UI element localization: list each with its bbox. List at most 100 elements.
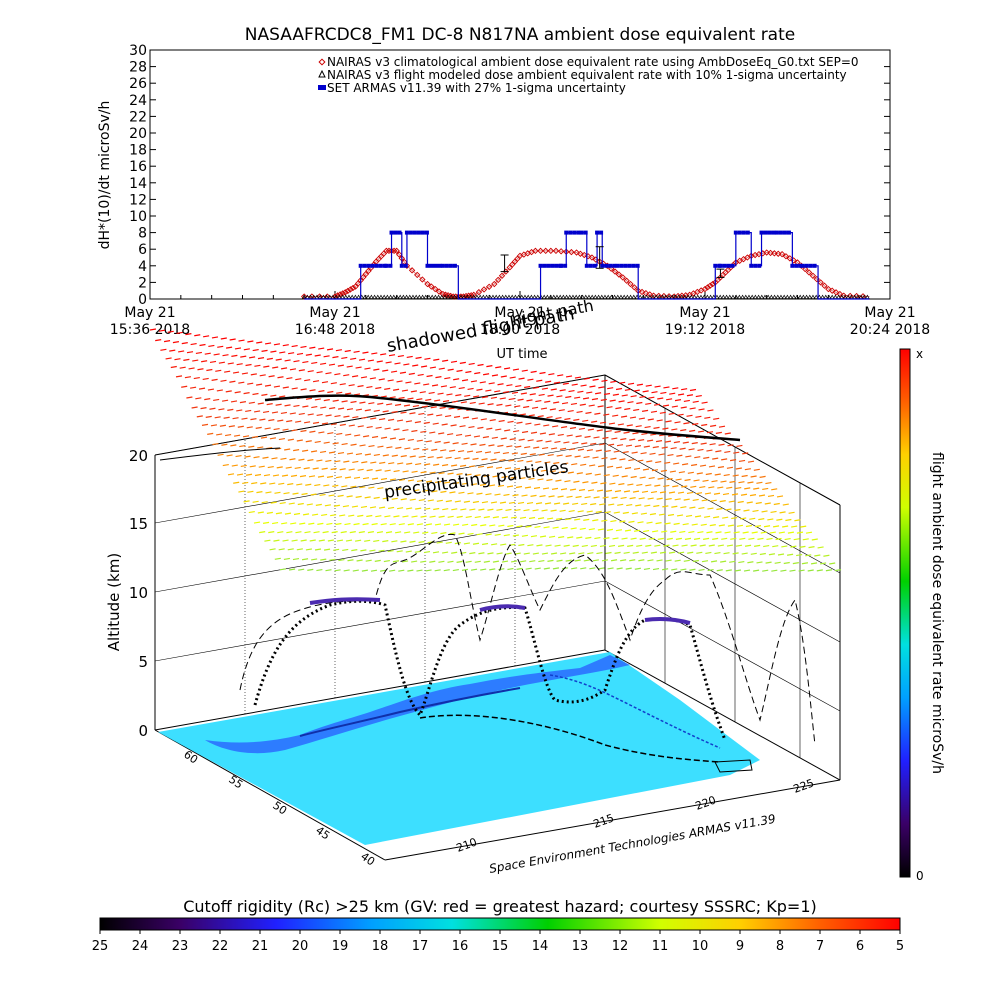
dose-cell bbox=[279, 351, 286, 354]
dose-cell bbox=[700, 442, 707, 445]
dose-cell bbox=[220, 379, 227, 382]
dose-cell bbox=[516, 525, 523, 528]
dose-cell bbox=[237, 425, 244, 428]
dose-cell bbox=[715, 531, 722, 534]
dose-cell bbox=[357, 425, 364, 428]
dose-cell bbox=[200, 407, 207, 410]
dose-cell bbox=[798, 569, 805, 572]
dose-cell bbox=[474, 515, 481, 519]
dose-cell bbox=[710, 560, 718, 563]
dose-cell bbox=[713, 516, 720, 519]
dose-cell bbox=[789, 569, 796, 572]
dose-cell bbox=[412, 364, 419, 367]
dose-cell bbox=[229, 338, 236, 341]
dose-cell bbox=[527, 378, 534, 381]
dose-cell bbox=[450, 464, 458, 467]
dose-cell bbox=[582, 481, 589, 484]
dose-cell bbox=[710, 499, 717, 502]
dose-cell bbox=[235, 454, 242, 458]
dose-cell bbox=[433, 358, 440, 361]
dose-cell bbox=[530, 370, 537, 373]
dose-cell bbox=[765, 561, 772, 564]
dose-cell bbox=[701, 401, 708, 404]
dose-cell bbox=[241, 417, 248, 420]
dose-cell bbox=[269, 437, 277, 440]
dose-cell bbox=[723, 552, 730, 555]
dose-cell bbox=[516, 567, 523, 570]
dose-cell bbox=[584, 435, 591, 438]
dose-cell bbox=[229, 380, 236, 383]
model-point bbox=[352, 294, 358, 299]
dose-cell bbox=[232, 371, 240, 374]
dose-cell bbox=[391, 540, 398, 543]
dose-cell bbox=[480, 524, 487, 527]
dose-cell bbox=[501, 560, 509, 563]
armas-point bbox=[595, 230, 600, 235]
dose-cell bbox=[606, 406, 613, 409]
dose-cell bbox=[434, 399, 441, 402]
model-point bbox=[708, 294, 713, 299]
dose-cell bbox=[544, 502, 552, 505]
dose-cell bbox=[288, 502, 295, 505]
armas-point bbox=[572, 230, 577, 235]
dose-cell bbox=[254, 364, 261, 367]
dose-cell bbox=[305, 548, 313, 551]
dose-cell bbox=[429, 560, 436, 563]
nairas-point bbox=[432, 285, 439, 293]
dose-cell bbox=[617, 503, 624, 506]
dose-cell bbox=[738, 560, 745, 564]
dose-cell bbox=[350, 485, 357, 488]
back-grid-line bbox=[154, 374, 606, 456]
dose-cell bbox=[373, 409, 380, 412]
dose-cell bbox=[687, 551, 694, 554]
dose-cell bbox=[361, 461, 368, 464]
dose-cell bbox=[695, 492, 703, 495]
dose-cell bbox=[648, 396, 655, 399]
dose-cell bbox=[443, 441, 450, 444]
dose-cell bbox=[469, 401, 476, 405]
dose-cell bbox=[305, 440, 312, 443]
dose-cell bbox=[763, 544, 770, 548]
dose-cell bbox=[266, 403, 273, 406]
dose-cell bbox=[624, 529, 632, 532]
dose-cell bbox=[293, 404, 300, 408]
dose-cell bbox=[669, 392, 676, 395]
dose-cell bbox=[352, 569, 359, 572]
dose-cell bbox=[668, 412, 675, 415]
dose-cell bbox=[375, 469, 382, 472]
dose-cell bbox=[155, 339, 162, 342]
dose-cell bbox=[603, 392, 611, 396]
dose-cell bbox=[459, 425, 466, 428]
dose-cell bbox=[714, 473, 721, 476]
armas-point bbox=[592, 263, 597, 268]
dose-cell bbox=[384, 387, 391, 390]
dose-cell bbox=[659, 411, 666, 414]
dose-cell bbox=[592, 519, 599, 522]
dose-cell bbox=[416, 398, 423, 401]
dose-cell bbox=[380, 436, 388, 439]
dose-cell bbox=[556, 559, 563, 562]
dose-cell bbox=[465, 515, 472, 519]
dose-cell bbox=[784, 537, 791, 541]
dose-cell bbox=[683, 559, 690, 562]
armas-point bbox=[745, 230, 750, 235]
dose-cell bbox=[512, 368, 520, 371]
dose-cell bbox=[646, 439, 654, 442]
dose-cell bbox=[238, 490, 245, 493]
coast-detail-2 bbox=[549, 674, 721, 749]
dose-cell bbox=[284, 404, 291, 407]
dose-cell bbox=[269, 482, 276, 485]
model-point bbox=[775, 294, 781, 299]
dose-cell bbox=[447, 472, 454, 475]
dose-cell bbox=[498, 524, 505, 527]
rigidity-tick-label: 13 bbox=[572, 939, 589, 954]
model-point bbox=[448, 294, 454, 299]
armas-point bbox=[631, 263, 636, 268]
dose-cell bbox=[311, 361, 318, 365]
dose-cell bbox=[708, 465, 716, 468]
dose-cell bbox=[483, 474, 490, 477]
dose-cell bbox=[636, 544, 643, 547]
dose-cell bbox=[722, 516, 729, 519]
dose-cell bbox=[681, 544, 688, 547]
dose-cell bbox=[290, 474, 298, 477]
